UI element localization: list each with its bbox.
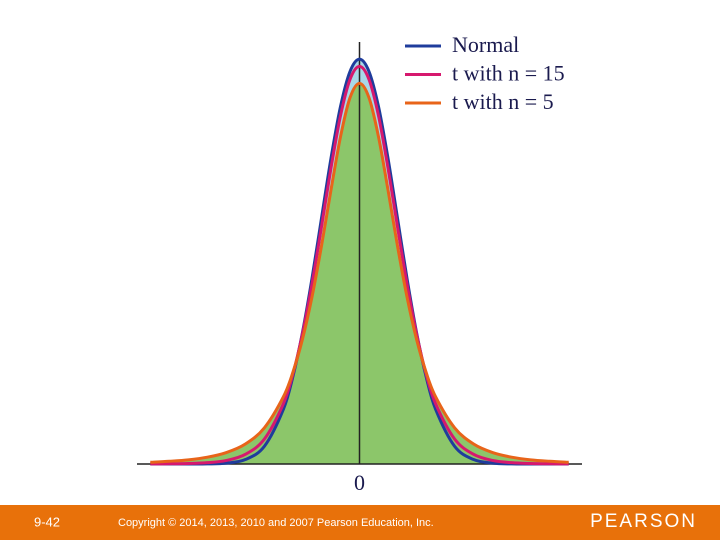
copyright: Copyright © 2014, 2013, 2010 and 2007 Pe… bbox=[118, 517, 434, 529]
legend-label: t with n = 15 bbox=[452, 61, 565, 86]
legend-label: Normal bbox=[452, 32, 519, 57]
curve bbox=[150, 57, 569, 466]
curve bbox=[150, 64, 569, 466]
slide-number: 9-42 bbox=[34, 514, 60, 529]
legend-label: t with n = 5 bbox=[452, 89, 554, 114]
curve bbox=[150, 81, 569, 464]
brand: PEARSON bbox=[590, 511, 697, 532]
footer-bar bbox=[0, 505, 720, 540]
x-tick-label: 0 bbox=[354, 470, 365, 495]
